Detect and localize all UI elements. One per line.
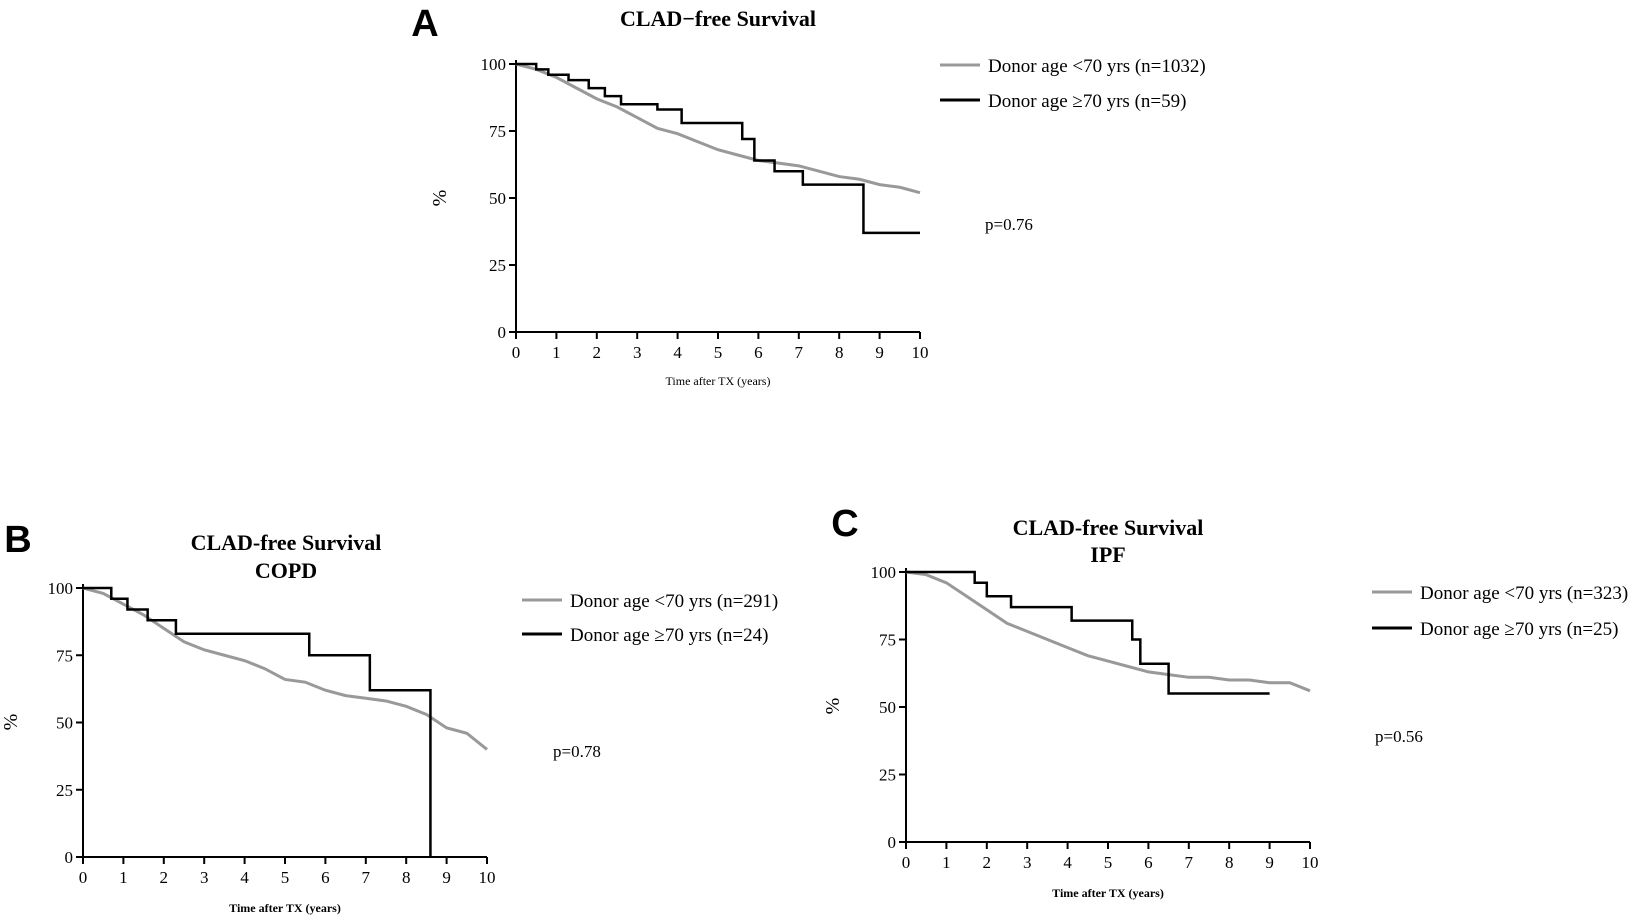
x-tick-label: 3 [200,868,209,887]
x-tick-label: 4 [673,343,682,362]
x-tick-label: 0 [79,868,88,887]
x-tick-label: 2 [983,853,992,872]
x-tick-label: 8 [835,343,844,362]
x-tick-label: 5 [281,868,290,887]
y-tick-label: 100 [48,579,74,598]
x-tick-label: 6 [321,868,330,887]
series-line-under-70 [905,570,1311,693]
y-tick-label: 0 [498,323,507,342]
x-tick-label: 4 [240,868,249,887]
x-tick-label: 1 [119,868,128,887]
y-axis-label: % [429,190,451,207]
x-tick-label: 0 [512,343,521,362]
y-axis-label: % [822,698,844,715]
x-tick-label: 10 [479,868,496,887]
panel-letter: C [831,503,858,545]
panel-letter: B [4,519,31,561]
x-tick-label: 1 [942,853,951,872]
chart-title: COPD [255,558,317,583]
legend-label: Donor age <70 yrs (n=291) [570,591,778,612]
y-tick-label: 25 [56,781,73,800]
x-tick-label: 0 [902,853,911,872]
y-tick-label: 25 [489,256,506,275]
x-tick-label: 3 [633,343,642,362]
x-tick-label: 7 [362,868,371,887]
legend-label: Donor age ≥70 yrs (n=24) [570,625,768,646]
p-value: p=0.78 [553,742,601,761]
x-tick-label: 8 [1225,853,1234,872]
series-line-over-70 [83,586,432,857]
x-tick-label: 7 [1185,853,1194,872]
legend-label: Donor age <70 yrs (n=323) [1420,583,1628,604]
y-tick-label: 50 [56,714,73,733]
y-tick-label: 50 [879,698,896,717]
x-tick-label: 4 [1063,853,1072,872]
x-axis-label: Time after TX (years) [1052,886,1164,900]
y-tick-label: 0 [888,833,897,852]
series-line-over-70 [516,62,920,235]
series-line-under-70 [82,586,488,751]
x-tick-label: 7 [795,343,804,362]
legend-label: Donor age <70 yrs (n=1032) [988,56,1206,77]
x-tick-label: 3 [1023,853,1032,872]
chart-title: IPF [1090,542,1125,567]
p-value: p=0.56 [1375,727,1423,746]
x-tick-label: 5 [714,343,723,362]
x-tick-label: 8 [402,868,411,887]
y-tick-label: 75 [879,631,896,650]
x-axis-label: Time after TX (years) [666,374,771,388]
p-value: p=0.76 [985,215,1033,234]
y-tick-label: 75 [489,122,506,141]
x-tick-label: 6 [1144,853,1153,872]
series-line-under-70 [515,62,921,195]
legend-label: Donor age ≥70 yrs (n=59) [988,91,1186,112]
x-tick-label: 6 [754,343,763,362]
chart-title: CLAD-free Survival [191,530,382,555]
x-tick-label: 9 [442,868,451,887]
chart-title: CLAD−free Survival [620,6,816,31]
x-tick-label: 5 [1104,853,1113,872]
x-tick-label: 2 [593,343,602,362]
x-tick-label: 2 [160,868,169,887]
y-axis-label: % [0,714,22,731]
y-tick-label: 0 [65,848,74,867]
series-line-over-70 [906,570,1270,695]
x-tick-label: 10 [912,343,929,362]
y-tick-label: 50 [489,189,506,208]
legend-label: Donor age ≥70 yrs (n=25) [1420,619,1618,640]
chart-title: CLAD-free Survival [1013,515,1204,540]
x-tick-label: 1 [552,343,561,362]
panel-letter: A [411,3,438,45]
y-tick-label: 100 [871,563,897,582]
x-tick-label: 9 [1265,853,1274,872]
x-tick-label: 9 [875,343,884,362]
y-tick-label: 25 [879,766,896,785]
y-tick-label: 100 [481,55,507,74]
y-tick-label: 75 [56,646,73,665]
x-axis-label: Time after TX (years) [229,901,341,915]
x-tick-label: 10 [1302,853,1319,872]
